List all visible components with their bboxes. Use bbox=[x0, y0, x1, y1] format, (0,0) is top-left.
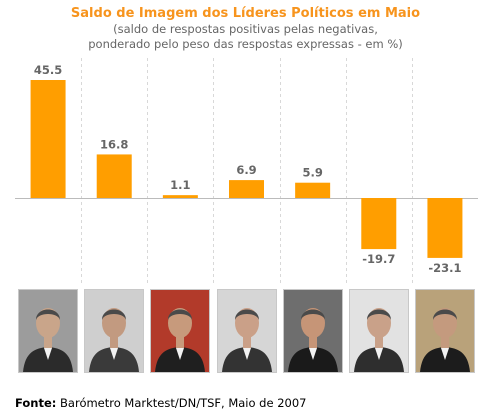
bar-value-label: 16.8 bbox=[100, 137, 128, 151]
portrait-photo bbox=[18, 289, 78, 373]
chart-title: Saldo de Imagem dos Líderes Políticos em… bbox=[70, 6, 421, 21]
portrait-figure-icon bbox=[222, 308, 272, 372]
bar-value-label: 1.1 bbox=[170, 178, 190, 192]
portrait-photo bbox=[415, 289, 475, 373]
bar-value-label: 6.9 bbox=[236, 163, 256, 177]
portrait-figure-icon bbox=[23, 308, 73, 372]
portrait-photo bbox=[283, 289, 343, 373]
source-label: Fonte: bbox=[15, 396, 57, 410]
bar bbox=[229, 180, 264, 198]
bar-value-label: -19.7 bbox=[362, 252, 395, 266]
chart-subtitle-line-2: ponderado pelo peso das respostas expres… bbox=[88, 37, 403, 51]
source-text: Barómetro Marktest/DN/TSF, Maio de 2007 bbox=[56, 396, 307, 410]
portrait-photo bbox=[349, 289, 409, 373]
bar bbox=[295, 182, 331, 198]
portrait-figure-icon bbox=[155, 308, 205, 372]
chart-subtitle-line-1: (saldo de respostas positivas pelas nega… bbox=[113, 22, 378, 36]
bar-value-label: -23.1 bbox=[428, 261, 461, 275]
bar bbox=[96, 154, 132, 198]
bar bbox=[361, 198, 397, 250]
portrait-photo bbox=[150, 289, 210, 373]
portrait-photo bbox=[84, 289, 144, 373]
bar bbox=[162, 195, 198, 198]
portrait-figure-icon bbox=[420, 308, 470, 372]
portrait-figure-icon bbox=[89, 308, 139, 372]
portrait-figure-icon bbox=[354, 308, 404, 372]
bar bbox=[30, 80, 66, 198]
bar-value-label: 45.5 bbox=[34, 63, 62, 77]
bar bbox=[427, 198, 463, 258]
portrait-photo bbox=[217, 289, 277, 373]
source-footer: Fonte: Barómetro Marktest/DN/TSF, Maio d… bbox=[15, 396, 306, 410]
portrait-figure-icon bbox=[288, 308, 338, 372]
bar-value-label: 5.9 bbox=[302, 166, 322, 180]
